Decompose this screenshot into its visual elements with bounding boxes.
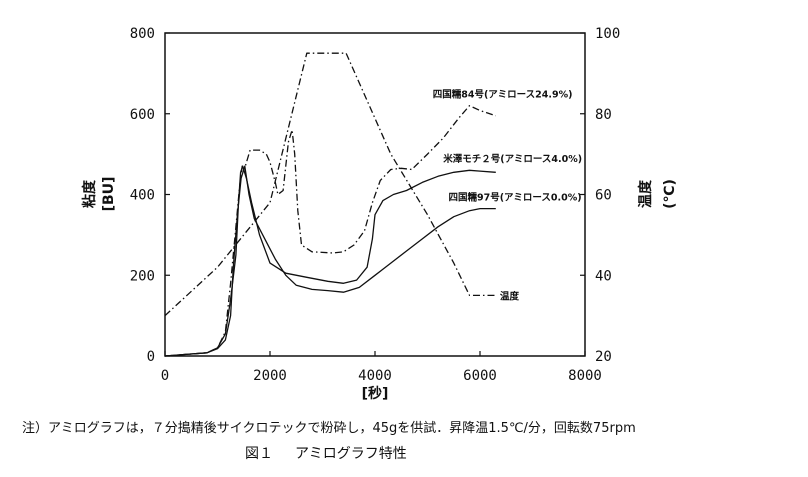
- series-label-2: 四国糯97号(アミロース0.0%): [449, 192, 582, 204]
- series-line-0: [164, 105, 497, 357]
- y-left-tick-label: 0: [147, 349, 155, 365]
- y-right-axis-ticks: 20 40 60 80 100: [580, 26, 620, 365]
- series-line-1: [164, 165, 496, 357]
- x-tick-label: 4000: [358, 368, 392, 384]
- y-right-tick-label: 100: [595, 26, 620, 42]
- series-label-1: 米澤モチ２号(アミロース4.0%): [442, 153, 582, 165]
- series-line-3: [164, 52, 496, 317]
- y-left-axis-ticks: 0 200 400 600 800: [130, 26, 170, 365]
- y-left-tick-label: 400: [130, 188, 155, 204]
- figure-title: アミログラフ特性: [295, 446, 407, 462]
- y-right-tick-label: 20: [595, 349, 612, 365]
- amylograph-chart: 0 2000 4000 6000 8000 0 200 400 600 800 20 40 60 80…: [81, 26, 678, 402]
- y-left-tick-label: 600: [130, 107, 155, 123]
- y-right-axis-title: 温度: [637, 179, 654, 208]
- figure-number: 図１: [245, 446, 273, 462]
- y-right-tick-label: 40: [595, 268, 612, 284]
- y-right-tick-label: 60: [595, 188, 612, 204]
- y-right-axis-unit: (℃): [662, 179, 678, 209]
- method-note: 注）アミログラフは，７分搗精後サイクロテックで粉砕し，45gを供試．昇降温1.5…: [22, 421, 636, 436]
- figure-caption: 図１ アミログラフ特性: [245, 443, 429, 463]
- x-tick-label: 0: [161, 368, 169, 384]
- series-label-3: 温度: [500, 290, 520, 302]
- series-line-2: [164, 165, 496, 357]
- x-tick-label: 2000: [253, 368, 287, 384]
- x-tick-label: 6000: [463, 368, 497, 384]
- annotation-layer: 四国糯84号(アミロース24.9%) 米澤モチ２号(アミロース4.0%) 四国糯97…: [433, 89, 582, 303]
- x-axis-title: [秒]: [362, 385, 389, 402]
- y-left-tick-label: 200: [130, 268, 155, 284]
- series-layer: [164, 52, 497, 357]
- x-axis-ticks: 0 2000 4000 6000 8000: [161, 351, 602, 384]
- y-left-axis-unit: [BU]: [101, 177, 117, 212]
- x-tick-label: 8000: [568, 368, 602, 384]
- y-right-tick-label: 80: [595, 107, 612, 123]
- y-left-axis-title: 粘度: [81, 179, 98, 208]
- series-label-0: 四国糯84号(アミロース24.9%): [433, 89, 573, 101]
- y-left-tick-label: 800: [130, 26, 155, 42]
